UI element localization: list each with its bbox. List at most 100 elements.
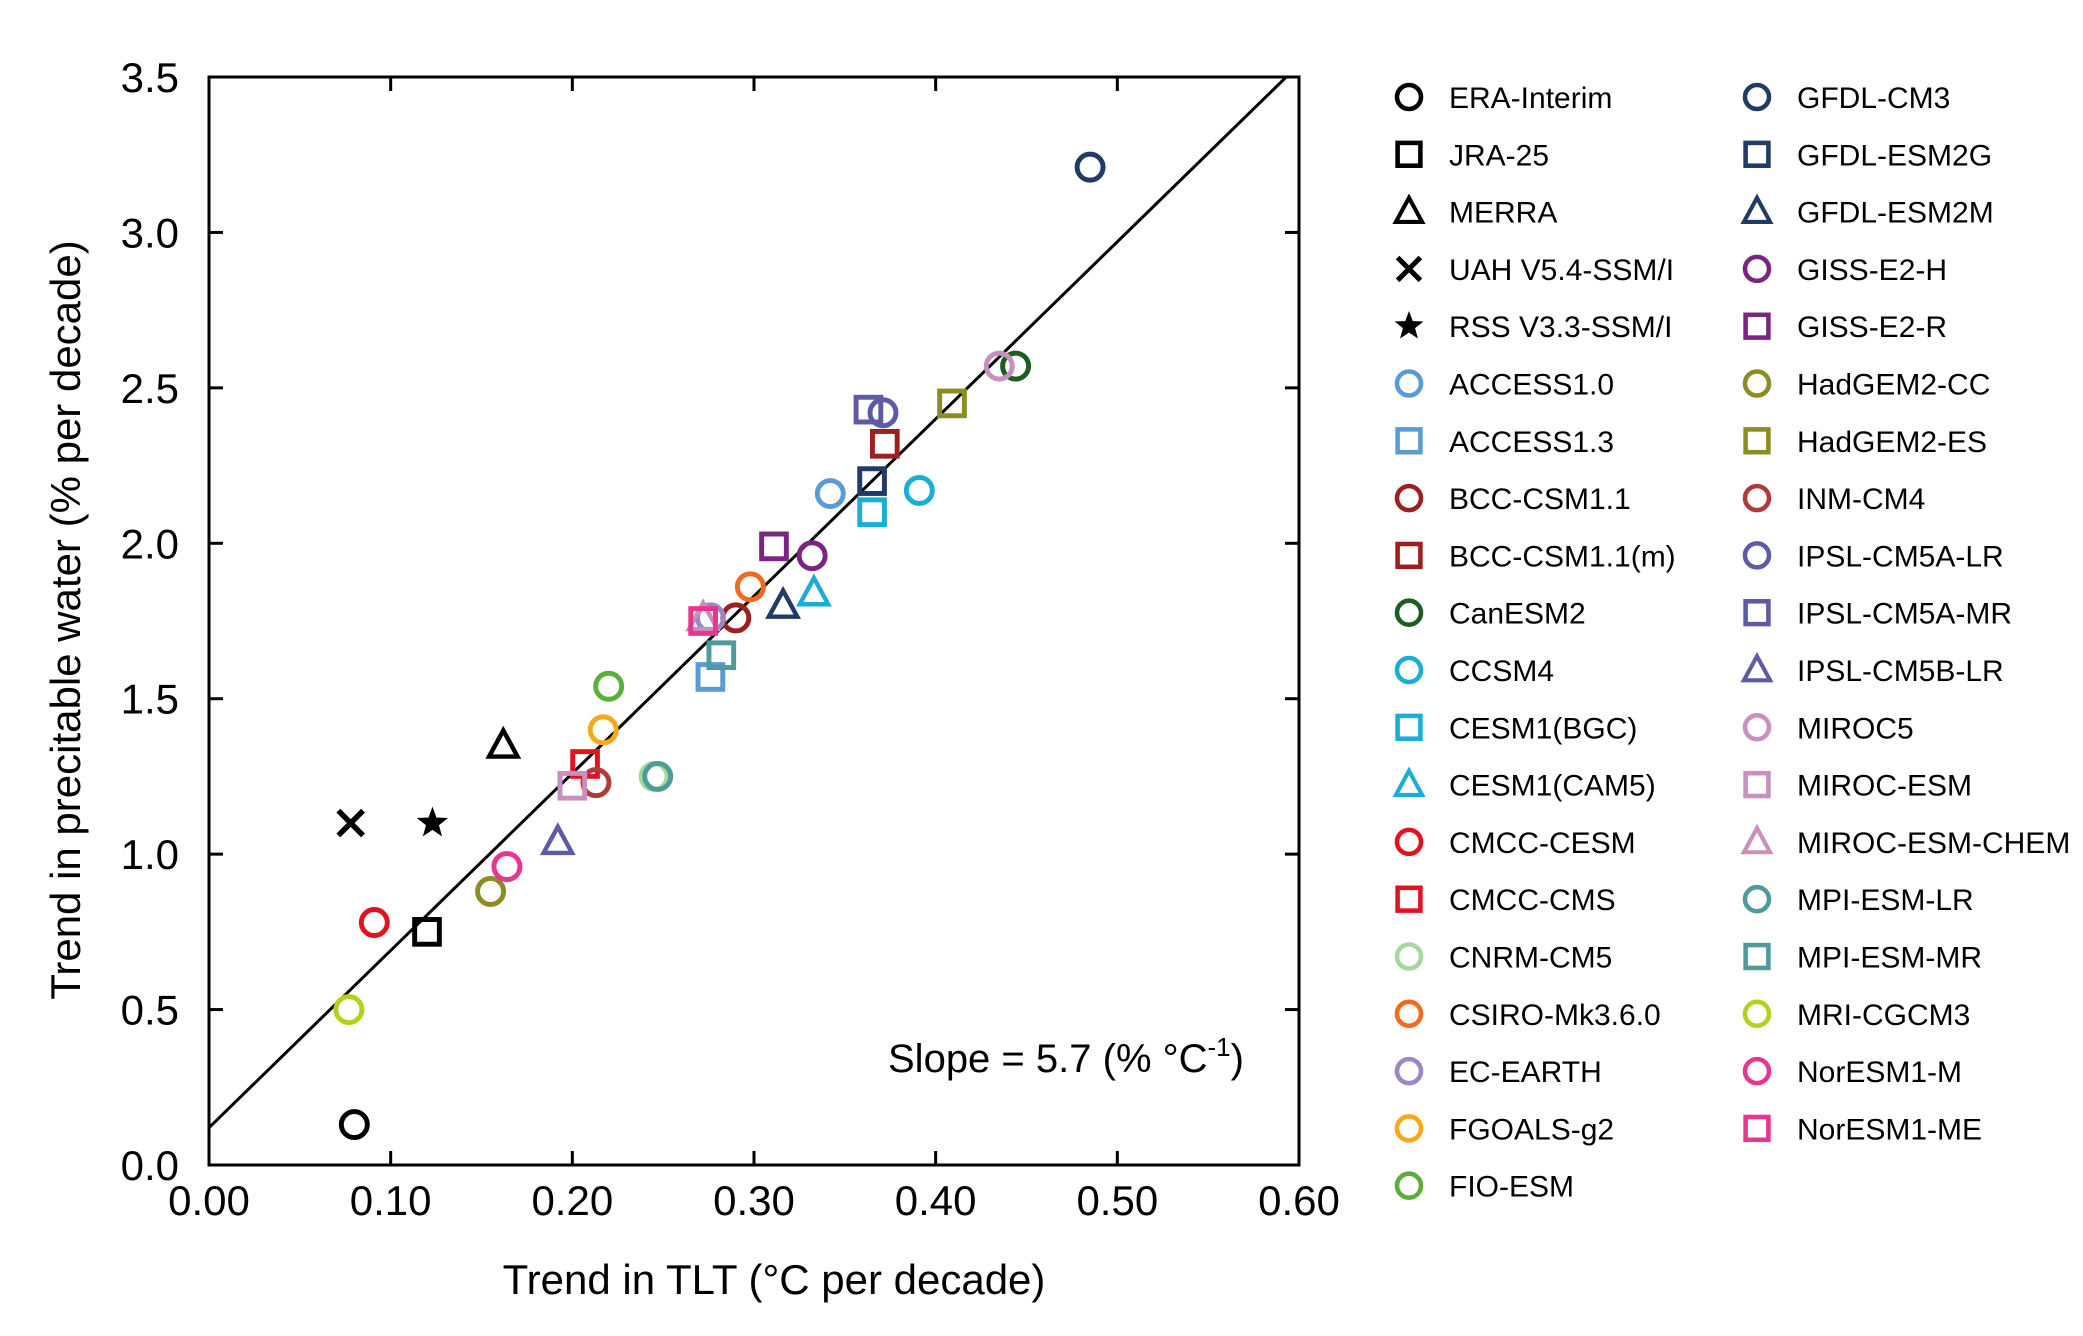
point-giss-e2-h bbox=[796, 540, 828, 572]
point-csiro-mk3-6-0 bbox=[734, 571, 766, 603]
legend-label: MPI-ESM-MR bbox=[1797, 942, 1982, 975]
legend-marker-csiro-mk3-6-0 bbox=[1394, 999, 1424, 1029]
legend-label: CNRM-CM5 bbox=[1449, 942, 1612, 975]
legend-entry-noresm1-m: NorESM1-M bbox=[1742, 1056, 1962, 1089]
legend-label: FGOALS-g2 bbox=[1449, 1113, 1614, 1146]
legend-label: MIROC5 bbox=[1797, 712, 1914, 745]
legend-entry-bcc-csm1-1: BCC-CSM1.1 bbox=[1394, 483, 1631, 516]
point-era-interim bbox=[338, 1109, 370, 1141]
point-cesm1-cam5 bbox=[796, 573, 832, 607]
point-giss-e2-r bbox=[759, 531, 789, 562]
legend-marker-miroc5 bbox=[1742, 713, 1772, 742]
legend-marker-miroc-esm-chem bbox=[1740, 823, 1774, 855]
legend-marker-gfdl-esm2g bbox=[1743, 140, 1771, 168]
point-noresm1-m bbox=[491, 851, 523, 883]
legend-entry-inm-cm4: INM-CM4 bbox=[1742, 483, 1925, 516]
point-ipsl-cm5a-mr bbox=[853, 394, 884, 425]
legend-label: MRI-CGCM3 bbox=[1797, 999, 1970, 1032]
legend-entry-rss-v3-3-ssm-i: RSS V3.3-SSM/I bbox=[1394, 310, 1672, 344]
legend-marker-fio-esm bbox=[1394, 1171, 1424, 1200]
legend-marker-cmcc-cesm bbox=[1394, 827, 1424, 857]
point-bcc-csm1-1-m bbox=[869, 428, 900, 459]
legend-entry-noresm1-me: NorESM1-ME bbox=[1743, 1113, 1982, 1146]
legend-entry-canesm2: CanESM2 bbox=[1394, 598, 1586, 631]
x-tick-label: 0.50 bbox=[1076, 1177, 1158, 1224]
legend-label: MIROC-ESM bbox=[1797, 770, 1972, 803]
legend-entry-hadgem2-es: HadGEM2-ES bbox=[1743, 426, 1987, 459]
legend-label: CESM1(CAM5) bbox=[1449, 770, 1656, 803]
legend-label: CMCC-CESM bbox=[1449, 827, 1636, 860]
legend-marker-ec-earth bbox=[1394, 1056, 1424, 1086]
point-mpi-esm-mr bbox=[706, 640, 737, 671]
legend-entry-bcc-csm1-1-m: BCC-CSM1.1(m) bbox=[1395, 540, 1676, 573]
point-miroc5 bbox=[983, 350, 1015, 382]
slope-annotation-text: = 5.7 (% °C bbox=[990, 1037, 1207, 1081]
point-gfdl-esm2m bbox=[765, 585, 802, 619]
legend-marker-jra-25 bbox=[1395, 140, 1423, 168]
legend-marker-hadgem2-cc bbox=[1742, 369, 1772, 398]
y-tick-label: 3.0 bbox=[121, 209, 179, 256]
legend-label: INM-CM4 bbox=[1797, 483, 1925, 516]
legend-marker-cesm1-bgc bbox=[1395, 713, 1423, 741]
legend-entry-ec-earth: EC-EARTH bbox=[1394, 1056, 1602, 1089]
legend-label: CCSM4 bbox=[1449, 655, 1554, 688]
legend-marker-mri-cgcm3 bbox=[1742, 999, 1772, 1029]
point-jra-25 bbox=[412, 917, 442, 947]
legend-entry-uah-v5-4-ssm-i: UAH V5.4-SSM/I bbox=[1395, 254, 1674, 287]
point-gfdl-cm3 bbox=[1074, 151, 1106, 183]
legend-label: IPSL-CM5A-LR bbox=[1797, 540, 2004, 573]
legend-entry-mpi-esm-lr: MPI-ESM-LR bbox=[1742, 884, 1974, 917]
x-tick-label: 0.30 bbox=[713, 1177, 795, 1224]
legend-label: HadGEM2-ES bbox=[1797, 426, 1987, 459]
legend-label: HadGEM2-CC bbox=[1797, 369, 1990, 402]
legend-marker-inm-cm4 bbox=[1742, 483, 1772, 513]
legend-label: CSIRO-Mk3.6.0 bbox=[1449, 999, 1661, 1032]
point-miroc-esm bbox=[557, 770, 588, 801]
legend-marker-mpi-esm-mr bbox=[1743, 942, 1771, 971]
x-axis-title: Trend in TLT (°C per decade) bbox=[503, 1256, 1046, 1303]
legend-label: CanESM2 bbox=[1449, 598, 1586, 631]
legend-marker-bcc-csm1-1 bbox=[1394, 483, 1424, 513]
x-tick-label: 0.60 bbox=[1258, 1177, 1340, 1224]
legend-marker-uah-v5-4-ssm-i bbox=[1395, 255, 1423, 283]
point-canesm2 bbox=[1000, 350, 1032, 382]
legend-label: IPSL-CM5A-MR bbox=[1797, 598, 2012, 631]
legend-marker-access1-0 bbox=[1394, 369, 1424, 398]
legend-entry-giss-e2-h: GISS-E2-H bbox=[1742, 254, 1947, 287]
y-tick-label: 1.0 bbox=[121, 831, 179, 878]
y-axis-title: Trend in precitable water (% per decade) bbox=[42, 240, 89, 1000]
legend-marker-giss-e2-r bbox=[1743, 312, 1771, 340]
legend-entry-fgoals-g2: FGOALS-g2 bbox=[1394, 1113, 1614, 1146]
legend-entry-fio-esm: FIO-ESM bbox=[1394, 1171, 1574, 1204]
legend-entry-gfdl-esm2g: GFDL-ESM2G bbox=[1743, 139, 1992, 172]
legend-marker-giss-e2-h bbox=[1742, 254, 1772, 284]
x-tick-label: 0.20 bbox=[531, 1177, 613, 1224]
legend-marker-mpi-esm-lr bbox=[1742, 884, 1772, 914]
point-cesm1-bgc bbox=[857, 497, 887, 528]
point-access1-0 bbox=[814, 478, 846, 510]
point-ccsm4 bbox=[903, 474, 935, 506]
legend-label: MIROC-ESM-CHEM bbox=[1797, 827, 2070, 860]
legend-entry-era-interim: ERA-Interim bbox=[1394, 82, 1612, 115]
slope-annotation: Slope = 5.7 (% °C-1) bbox=[888, 1032, 1244, 1081]
point-uah-v5-4-ssm-i bbox=[336, 808, 365, 838]
legend-label: CESM1(BGC) bbox=[1449, 712, 1637, 745]
legend-label: GFDL-ESM2G bbox=[1797, 139, 1992, 172]
point-rss-v3-3-ssm-i bbox=[416, 806, 449, 837]
legend-marker-ipsl-cm5b-lr bbox=[1740, 651, 1774, 683]
legend-marker-fgoals-g2 bbox=[1394, 1114, 1424, 1143]
point-miroc-esm-chem bbox=[685, 598, 722, 632]
legend-marker-ccsm4 bbox=[1394, 655, 1424, 685]
legend-marker-ipsl-cm5a-lr bbox=[1742, 541, 1772, 570]
legend-label: MPI-ESM-LR bbox=[1797, 884, 1974, 917]
legend-label: ACCESS1.3 bbox=[1449, 426, 1614, 459]
point-noresm1-me bbox=[688, 606, 718, 636]
legend-marker-hadgem2-es bbox=[1743, 427, 1771, 455]
legend-label: ACCESS1.0 bbox=[1449, 369, 1614, 402]
legend-marker-merra bbox=[1392, 193, 1426, 225]
legend-marker-era-interim bbox=[1394, 82, 1424, 112]
x-tick-label: 0.10 bbox=[350, 1177, 432, 1224]
legend-label: BCC-CSM1.1 bbox=[1449, 483, 1631, 516]
y-tick-label: 2.5 bbox=[121, 365, 179, 412]
